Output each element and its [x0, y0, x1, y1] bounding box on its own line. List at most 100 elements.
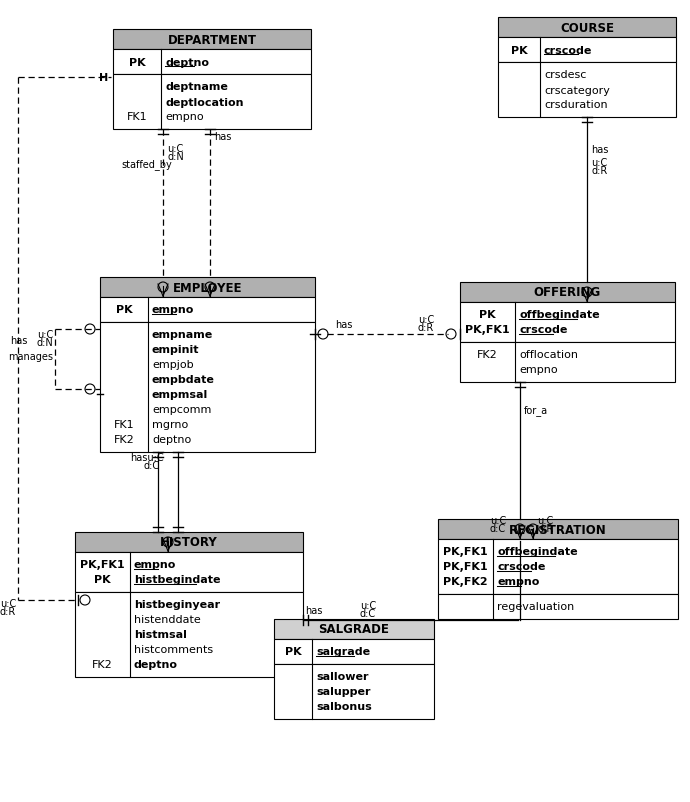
Text: crscode: crscode	[497, 561, 545, 572]
Text: deptno: deptno	[165, 58, 209, 67]
Text: PK: PK	[479, 310, 496, 320]
Text: d:C: d:C	[490, 524, 506, 533]
Bar	[100, 322, 315, 452]
Text: histmsal: histmsal	[134, 630, 187, 640]
Text: PK: PK	[116, 305, 132, 315]
Text: empno: empno	[134, 560, 177, 569]
Text: histcomments: histcomments	[134, 645, 213, 654]
Bar	[113, 75, 311, 130]
Bar	[460, 282, 675, 302]
Text: regevaluation: regevaluation	[497, 602, 574, 612]
Text: deptname: deptname	[165, 83, 228, 92]
Text: deptno: deptno	[152, 435, 191, 445]
Text: u:C: u:C	[360, 600, 376, 610]
Text: d:R: d:R	[418, 322, 434, 333]
Bar	[438, 594, 678, 619]
Text: PK: PK	[511, 46, 527, 55]
Text: deptlocation: deptlocation	[165, 97, 244, 107]
Text: EMPLOYEE: EMPLOYEE	[172, 282, 242, 294]
Text: empno: empno	[497, 577, 540, 587]
Bar	[75, 533, 303, 553]
Bar	[460, 302, 675, 342]
Bar	[274, 639, 434, 664]
Text: mgrno: mgrno	[152, 420, 188, 430]
Text: empname: empname	[152, 330, 213, 340]
Text: FK1: FK1	[114, 420, 135, 430]
Text: empno: empno	[152, 305, 195, 315]
Bar	[113, 30, 311, 50]
Text: empinit: empinit	[152, 345, 199, 355]
Text: offbegindate: offbegindate	[497, 547, 578, 557]
Text: staffed_by: staffed_by	[121, 159, 172, 170]
Text: OFFERING: OFFERING	[534, 286, 601, 299]
Text: has: has	[591, 145, 609, 155]
Text: has: has	[305, 606, 322, 615]
Text: crscode: crscode	[544, 46, 593, 55]
Bar	[100, 277, 315, 298]
Text: salbonus: salbonus	[316, 702, 372, 711]
Text: crsdesc: crsdesc	[544, 71, 586, 80]
Text: d:R: d:R	[537, 524, 553, 533]
Text: manages: manages	[8, 351, 53, 362]
Text: empno: empno	[165, 112, 204, 123]
Text: histbegindate: histbegindate	[134, 575, 221, 585]
Bar	[460, 342, 675, 383]
Text: PK,FK1: PK,FK1	[465, 325, 510, 335]
Bar	[498, 38, 676, 63]
Text: u:C: u:C	[591, 158, 607, 168]
Text: crscategory: crscategory	[544, 85, 610, 95]
Text: has: has	[10, 336, 28, 346]
Text: FK2: FK2	[92, 660, 113, 670]
Text: d:C: d:C	[360, 608, 376, 618]
Text: crscode: crscode	[519, 325, 567, 335]
Text: HISTORY: HISTORY	[160, 536, 218, 549]
Text: COURSE: COURSE	[560, 22, 614, 34]
Text: histenddate: histenddate	[134, 615, 201, 625]
Text: for_a: for_a	[524, 404, 548, 415]
Text: u:C: u:C	[537, 516, 553, 525]
Text: d:R: d:R	[591, 166, 607, 176]
Text: salupper: salupper	[316, 687, 371, 697]
Text: PK,FK2: PK,FK2	[443, 577, 488, 587]
Text: offlocation: offlocation	[519, 350, 578, 360]
Text: PK: PK	[129, 58, 146, 67]
Text: FK2: FK2	[114, 435, 135, 445]
Bar	[438, 539, 678, 594]
Text: offbegindate: offbegindate	[519, 310, 600, 320]
Text: PK: PK	[95, 575, 111, 585]
Text: empcomm: empcomm	[152, 405, 211, 415]
Text: u:C: u:C	[490, 516, 506, 525]
Text: d:N: d:N	[37, 338, 53, 347]
Bar	[75, 553, 303, 592]
Text: FK1: FK1	[127, 112, 147, 123]
Text: PK: PK	[285, 646, 302, 657]
Bar	[75, 592, 303, 677]
Text: u:C: u:C	[0, 598, 16, 608]
Text: PK,FK1: PK,FK1	[443, 561, 488, 572]
Text: deptno: deptno	[134, 660, 178, 670]
Text: crsduration: crsduration	[544, 100, 608, 111]
Text: u:C: u:C	[37, 330, 53, 339]
Text: REGISTRATION: REGISTRATION	[509, 523, 607, 536]
Bar	[498, 18, 676, 38]
Text: has: has	[335, 320, 353, 330]
Bar	[113, 50, 311, 75]
Text: H: H	[99, 73, 108, 83]
Bar	[498, 63, 676, 118]
Text: has: has	[214, 132, 231, 142]
Bar	[274, 664, 434, 719]
Text: DEPARTMENT: DEPARTMENT	[168, 34, 257, 47]
Text: d:C: d:C	[143, 460, 159, 471]
Text: empno: empno	[519, 365, 558, 375]
Text: u:C: u:C	[167, 144, 184, 154]
Text: sallower: sallower	[316, 671, 368, 682]
Text: FK2: FK2	[477, 350, 498, 360]
Text: PK,FK1: PK,FK1	[443, 547, 488, 557]
Text: empjob: empjob	[152, 360, 194, 370]
Text: d:R: d:R	[0, 606, 16, 616]
Bar	[274, 619, 434, 639]
Text: d:N: d:N	[167, 152, 184, 162]
Text: SALGRADE: SALGRADE	[319, 622, 389, 636]
Text: PK,FK1: PK,FK1	[80, 560, 125, 569]
Text: empbdate: empbdate	[152, 375, 215, 385]
